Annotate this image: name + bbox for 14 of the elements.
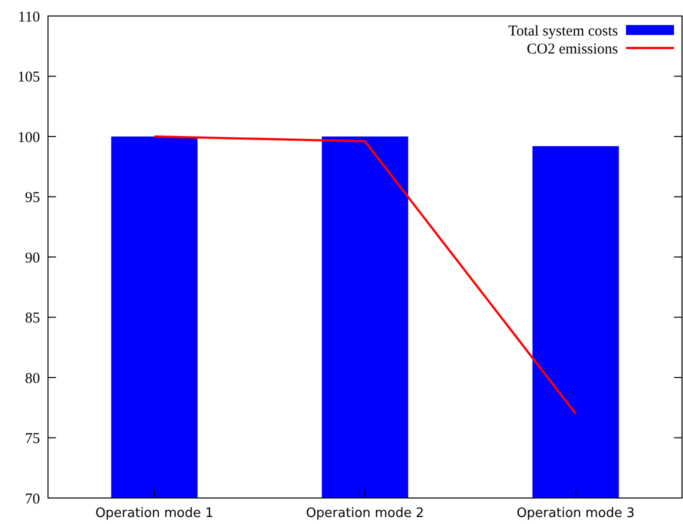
x-tick-label: Operation mode 2 — [306, 506, 424, 521]
y-tick-label: 105 — [18, 70, 40, 86]
y-tick-label: 75 — [25, 431, 40, 447]
x-tick-label: Operation mode 1 — [95, 506, 214, 521]
y-tick-label: 70 — [25, 491, 40, 508]
y-tick-label: 80 — [25, 370, 40, 387]
y-tick-label: 90 — [25, 250, 40, 266]
legend-label: Total system costs — [508, 23, 618, 40]
y-tick-label: 95 — [25, 190, 40, 206]
y-tick-label: 110 — [18, 9, 40, 26]
legend-label: CO2 emissions — [526, 41, 618, 58]
x-tick-label: Operation mode 3 — [516, 506, 635, 521]
y-tick-label: 85 — [25, 310, 40, 326]
y-tick-label: 100 — [18, 130, 40, 146]
